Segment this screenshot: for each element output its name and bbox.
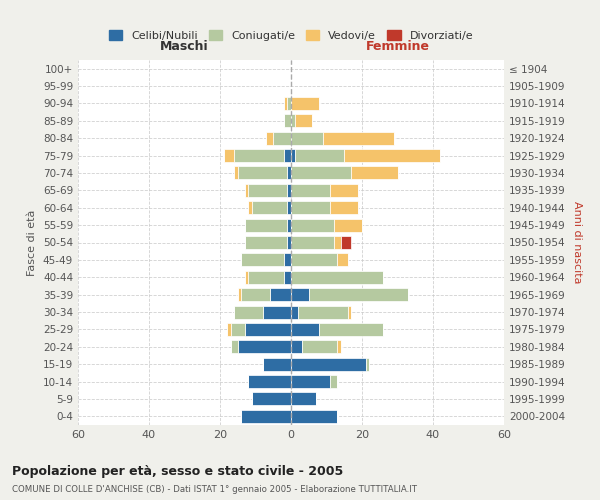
Bar: [248, 270, 284, 284]
Text: COMUNE DI COLLE D'ANCHISE (CB) - Dati ISTAT 1° gennaio 2005 - Elaborazione TUTTI: COMUNE DI COLLE D'ANCHISE (CB) - Dati IS…: [12, 485, 417, 494]
Bar: [230, 340, 238, 353]
Bar: [263, 306, 291, 318]
Bar: [287, 236, 291, 249]
Y-axis label: Anni di nascita: Anni di nascita: [572, 201, 582, 284]
Bar: [245, 218, 287, 232]
Bar: [323, 132, 394, 144]
Bar: [309, 288, 408, 301]
Bar: [291, 236, 334, 249]
Bar: [352, 166, 398, 179]
Bar: [291, 392, 316, 406]
Bar: [291, 270, 383, 284]
Bar: [238, 166, 287, 179]
Bar: [284, 97, 287, 110]
Bar: [273, 132, 291, 144]
Bar: [295, 149, 344, 162]
Bar: [344, 149, 440, 162]
Bar: [245, 323, 291, 336]
Legend: Celibi/Nubili, Coniugati/e, Vedovi/e, Divorziati/e: Celibi/Nubili, Coniugati/e, Vedovi/e, Di…: [104, 26, 478, 45]
Bar: [284, 149, 291, 162]
Bar: [291, 358, 365, 370]
Bar: [330, 375, 337, 388]
Bar: [330, 201, 358, 214]
Bar: [227, 323, 230, 336]
Bar: [238, 340, 291, 353]
Bar: [334, 218, 362, 232]
Bar: [245, 236, 287, 249]
Bar: [241, 254, 284, 266]
Bar: [291, 218, 334, 232]
Bar: [291, 340, 302, 353]
Bar: [334, 236, 341, 249]
Bar: [291, 375, 330, 388]
Bar: [234, 306, 263, 318]
Bar: [241, 410, 291, 423]
Bar: [291, 410, 337, 423]
Bar: [291, 288, 309, 301]
Bar: [230, 323, 245, 336]
Bar: [248, 184, 287, 197]
Bar: [291, 132, 323, 144]
Bar: [284, 254, 291, 266]
Bar: [291, 97, 319, 110]
Bar: [319, 323, 383, 336]
Bar: [337, 340, 341, 353]
Bar: [266, 132, 273, 144]
Bar: [245, 184, 248, 197]
Bar: [295, 114, 313, 128]
Bar: [234, 149, 284, 162]
Bar: [298, 306, 348, 318]
Text: Femmine: Femmine: [365, 40, 430, 53]
Bar: [224, 149, 234, 162]
Bar: [330, 184, 358, 197]
Bar: [291, 114, 295, 128]
Bar: [291, 166, 352, 179]
Bar: [287, 166, 291, 179]
Bar: [287, 97, 291, 110]
Bar: [291, 254, 337, 266]
Bar: [284, 114, 291, 128]
Text: Maschi: Maschi: [160, 40, 209, 53]
Bar: [291, 201, 330, 214]
Bar: [365, 358, 369, 370]
Bar: [337, 254, 348, 266]
Bar: [234, 166, 238, 179]
Y-axis label: Fasce di età: Fasce di età: [28, 210, 37, 276]
Bar: [291, 184, 330, 197]
Bar: [241, 288, 270, 301]
Bar: [270, 288, 291, 301]
Bar: [248, 375, 291, 388]
Bar: [263, 358, 291, 370]
Bar: [291, 149, 295, 162]
Bar: [252, 392, 291, 406]
Bar: [291, 306, 298, 318]
Text: Popolazione per età, sesso e stato civile - 2005: Popolazione per età, sesso e stato civil…: [12, 465, 343, 478]
Bar: [287, 184, 291, 197]
Bar: [284, 270, 291, 284]
Bar: [302, 340, 337, 353]
Bar: [287, 218, 291, 232]
Bar: [248, 201, 252, 214]
Bar: [252, 201, 287, 214]
Bar: [287, 201, 291, 214]
Bar: [291, 323, 319, 336]
Bar: [341, 236, 352, 249]
Bar: [245, 270, 248, 284]
Bar: [238, 288, 241, 301]
Bar: [348, 306, 352, 318]
